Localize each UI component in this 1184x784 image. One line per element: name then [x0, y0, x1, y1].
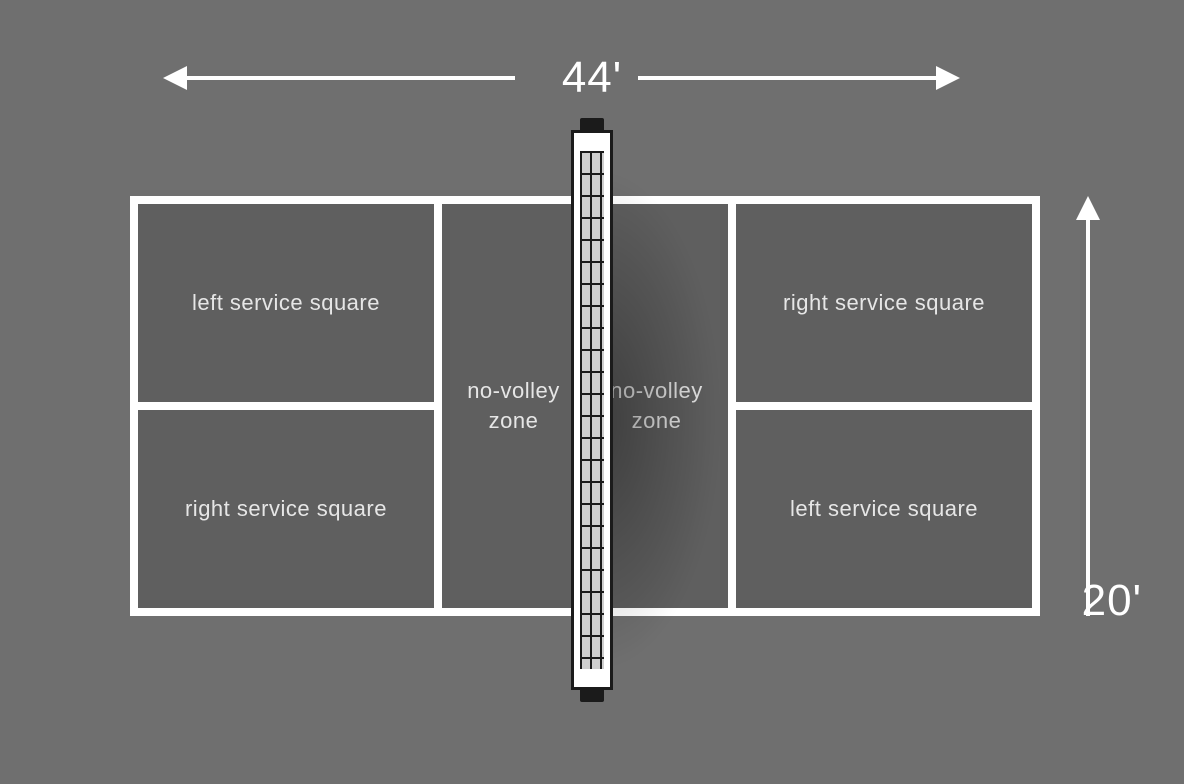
- net: [571, 130, 613, 690]
- arrow-shaft: [185, 76, 515, 80]
- left-no-volley-zone: no-volley zone: [442, 204, 585, 608]
- court-left-half: left service square right service square…: [138, 204, 585, 608]
- arrow-up-icon: [1076, 196, 1100, 220]
- arrow-left-icon: [163, 66, 187, 90]
- right-service-column: right service square left service square: [728, 204, 1032, 608]
- arrow-shaft: [638, 76, 938, 80]
- net-mesh: [571, 130, 613, 690]
- net-post-icon: [580, 118, 604, 132]
- left-bottom-service-square: right service square: [138, 410, 434, 608]
- right-top-service-square: right service square: [736, 204, 1032, 410]
- arrow-shaft: [1086, 220, 1090, 616]
- right-bottom-service-square: left service square: [736, 410, 1032, 608]
- net-post-icon: [580, 688, 604, 702]
- court-right-half: right service square left service square…: [585, 204, 1032, 608]
- length-label: 44': [562, 53, 622, 103]
- left-service-column: left service square right service square: [138, 204, 442, 608]
- width-dimension: [1058, 196, 1118, 616]
- width-label: 20': [1082, 576, 1142, 626]
- left-top-service-square: left service square: [138, 204, 434, 410]
- length-dimension: 44': [0, 48, 1184, 108]
- arrow-right-icon: [936, 66, 960, 90]
